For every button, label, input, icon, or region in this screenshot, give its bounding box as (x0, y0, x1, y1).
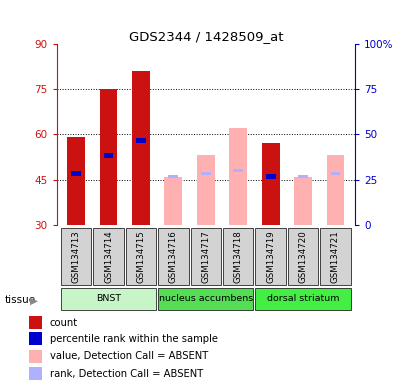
Bar (136, 138, 146, 143)
FancyBboxPatch shape (320, 228, 351, 285)
Text: GSM134720: GSM134720 (299, 230, 307, 283)
FancyBboxPatch shape (255, 288, 351, 310)
Text: GSM134714: GSM134714 (104, 230, 113, 283)
Text: count: count (50, 318, 78, 328)
Bar (29, 350, 42, 362)
Text: BNST: BNST (96, 295, 121, 303)
Bar (229, 128, 247, 225)
FancyBboxPatch shape (223, 228, 253, 285)
Text: tissue: tissue (5, 295, 36, 305)
Bar (234, 169, 243, 172)
Bar (262, 144, 280, 225)
Bar (104, 153, 113, 158)
Text: GSM134717: GSM134717 (201, 230, 210, 283)
Bar (266, 174, 276, 179)
Bar (201, 172, 211, 175)
Bar (29, 316, 42, 329)
FancyBboxPatch shape (158, 288, 253, 310)
Bar (298, 175, 308, 178)
FancyBboxPatch shape (126, 228, 156, 285)
Bar (132, 71, 150, 225)
FancyBboxPatch shape (191, 228, 221, 285)
FancyBboxPatch shape (93, 228, 124, 285)
Text: nucleus accumbens: nucleus accumbens (159, 295, 253, 303)
Text: GSM134715: GSM134715 (136, 230, 145, 283)
Text: ▶: ▶ (30, 295, 38, 305)
Title: GDS2344 / 1428509_at: GDS2344 / 1428509_at (129, 30, 283, 43)
FancyBboxPatch shape (255, 228, 286, 285)
Text: value, Detection Call = ABSENT: value, Detection Call = ABSENT (50, 351, 208, 361)
Bar (71, 171, 81, 176)
FancyBboxPatch shape (158, 228, 189, 285)
Bar (326, 156, 344, 225)
Text: GSM134713: GSM134713 (72, 230, 81, 283)
Bar (29, 367, 42, 380)
Bar (331, 172, 340, 175)
Text: GSM134721: GSM134721 (331, 230, 340, 283)
Bar (168, 175, 178, 178)
Bar (67, 137, 85, 225)
Text: GSM134719: GSM134719 (266, 230, 275, 283)
Text: GSM134716: GSM134716 (169, 230, 178, 283)
Text: dorsal striatum: dorsal striatum (267, 295, 339, 303)
FancyBboxPatch shape (61, 228, 92, 285)
FancyBboxPatch shape (288, 228, 318, 285)
Bar (294, 177, 312, 225)
Bar (165, 177, 182, 225)
Bar (197, 156, 215, 225)
Bar (100, 89, 118, 225)
Text: GSM134718: GSM134718 (234, 230, 243, 283)
Bar (29, 332, 42, 345)
FancyBboxPatch shape (61, 288, 156, 310)
Text: percentile rank within the sample: percentile rank within the sample (50, 334, 218, 344)
Text: rank, Detection Call = ABSENT: rank, Detection Call = ABSENT (50, 369, 203, 379)
